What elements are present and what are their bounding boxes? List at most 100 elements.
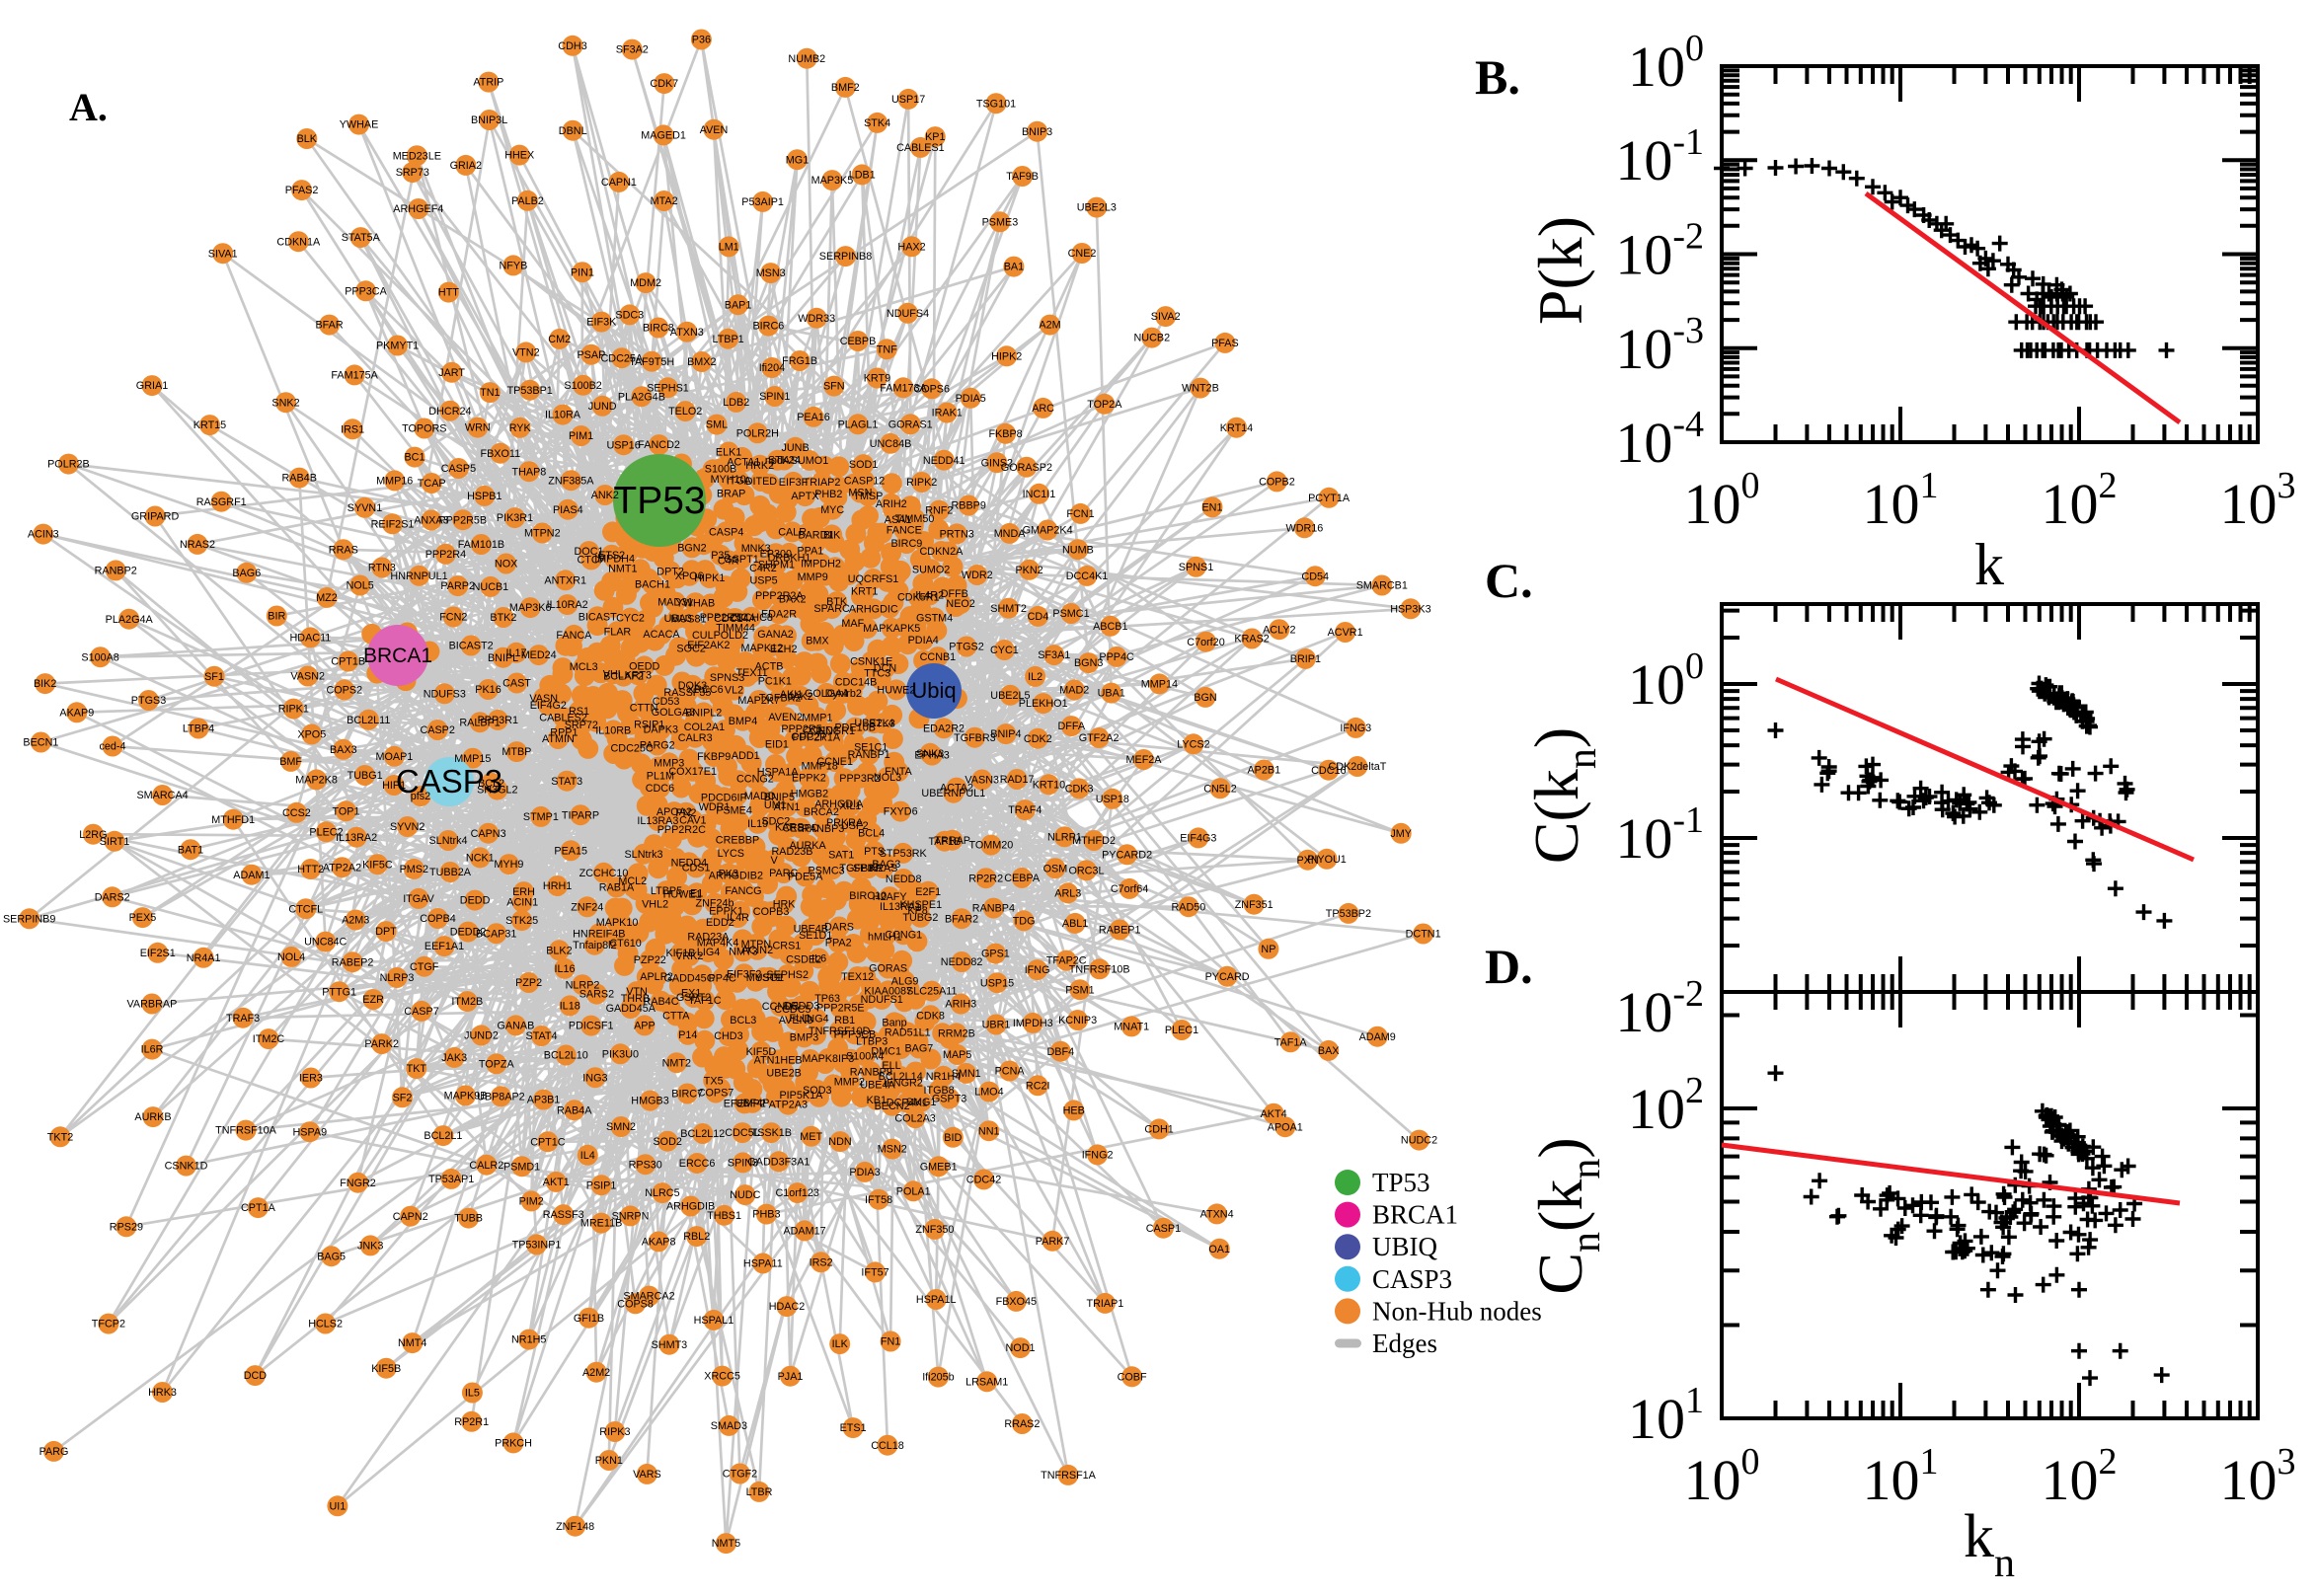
svg-text:WDR33: WDR33 [798, 313, 835, 325]
svg-text:JAK3: JAK3 [441, 1052, 467, 1064]
svg-text:XIL1: XIL1 [839, 800, 861, 812]
svg-text:ADD1: ADD1 [732, 750, 760, 762]
svg-text:SOD1: SOD1 [849, 459, 878, 471]
svg-text:LTBP5: LTBP5 [651, 885, 682, 897]
svg-text:NR1H4: NR1H4 [926, 1071, 961, 1083]
svg-text:BA1: BA1 [1004, 262, 1024, 273]
svg-text:BIRC9: BIRC9 [890, 538, 922, 550]
svg-text:MMP3: MMP3 [654, 758, 684, 770]
svg-text:BRIP1: BRIP1 [1290, 653, 1321, 665]
svg-text:SF2: SF2 [393, 1092, 413, 1103]
svg-text:THAP8: THAP8 [511, 466, 546, 478]
svg-text:PIM1: PIM1 [569, 430, 593, 442]
svg-text:CDC14A: CDC14A [714, 613, 756, 625]
svg-text:VL2: VL2 [725, 685, 743, 697]
svg-text:ALG9: ALG9 [891, 976, 919, 988]
svg-text:PTTG1: PTTG1 [322, 986, 356, 998]
svg-text:BNIP3: BNIP3 [1022, 126, 1052, 138]
svg-text:CT610: CT610 [609, 938, 641, 950]
svg-text:CM2: CM2 [548, 334, 571, 345]
svg-text:YWHAE: YWHAE [340, 119, 379, 131]
svg-text:IL19: IL19 [747, 818, 768, 830]
svg-text:STK3: STK3 [869, 718, 895, 729]
svg-text:PARG: PARG [39, 1446, 69, 1458]
svg-text:CEBPA: CEBPA [1004, 873, 1041, 884]
svg-text:TGFB3: TGFB3 [839, 863, 874, 874]
svg-text:TFAP2C: TFAP2C [1046, 955, 1087, 967]
svg-text:MAP2K8: MAP2K8 [295, 775, 338, 787]
svg-text:S100B2: S100B2 [564, 380, 601, 392]
svg-text:COL2A3: COL2A3 [894, 1112, 935, 1124]
svg-text:CD4: CD4 [1028, 611, 1049, 623]
svg-text:LTBP4: LTBP4 [183, 723, 214, 735]
svg-text:TIMM44: TIMM44 [716, 623, 755, 635]
svg-text:NUMB2: NUMB2 [788, 53, 825, 65]
svg-text:SIVA2: SIVA2 [1151, 311, 1181, 323]
svg-text:IL6R: IL6R [141, 1044, 164, 1056]
svg-text:BMF2: BMF2 [831, 82, 860, 94]
svg-text:PEA16: PEA16 [797, 412, 830, 423]
svg-text:IL4R: IL4R [727, 912, 749, 924]
svg-text:PIAS4: PIAS4 [553, 504, 583, 516]
svg-text:CAPN3: CAPN3 [471, 828, 506, 840]
svg-text:NN1: NN1 [978, 1125, 1000, 1137]
svg-text:CASP1: CASP1 [1146, 1223, 1181, 1235]
svg-text:CCND3: CCND3 [762, 1001, 799, 1013]
svg-text:RBL2: RBL2 [683, 1231, 710, 1243]
svg-text:COPS7: COPS7 [698, 1088, 734, 1100]
svg-text:FLI1: FLI1 [789, 1013, 811, 1025]
svg-text:EIF2S1: EIF2S1 [140, 948, 176, 959]
svg-text:HSPAL1: HSPAL1 [694, 1315, 734, 1327]
svg-text:BAX2: BAX2 [779, 594, 807, 606]
svg-text:PLA2G4B: PLA2G4B [618, 391, 665, 403]
svg-text:PIK3R1: PIK3R1 [497, 512, 533, 524]
svg-text:MTPN2: MTPN2 [524, 528, 561, 540]
svg-text:BMF: BMF [279, 756, 302, 768]
svg-text:BICAST: BICAST [579, 611, 617, 623]
svg-text:SMARCB1: SMARCB1 [1356, 580, 1408, 592]
svg-text:PPP2R5B: PPP2R5B [438, 514, 487, 526]
svg-text:CASP4: CASP4 [709, 526, 743, 538]
svg-text:BRCA1: BRCA1 [363, 645, 432, 667]
svg-text:KIAA0087: KIAA0087 [864, 985, 912, 997]
svg-text:CREBBP: CREBBP [716, 834, 759, 846]
svg-text:E1: E1 [690, 887, 703, 899]
svg-text:ATRIP: ATRIP [473, 77, 503, 89]
svg-text:DBF4: DBF4 [1046, 1046, 1074, 1058]
svg-text:MTA2: MTA2 [651, 195, 678, 207]
svg-text:ADAM17: ADAM17 [783, 1226, 825, 1238]
svg-text:PDE10B: PDE10B [834, 722, 875, 734]
svg-text:LTBP3: LTBP3 [856, 1035, 888, 1047]
svg-text:FXYD6: FXYD6 [884, 806, 918, 818]
svg-text:PCNA: PCNA [995, 1066, 1026, 1078]
svg-text:FRG1B: FRG1B [782, 355, 817, 367]
svg-text:UBIQ: UBIQ [1372, 1232, 1437, 1261]
svg-text:EIF3F2: EIF3F2 [727, 968, 761, 980]
svg-text:KB1: KB1 [867, 1095, 887, 1106]
svg-text:PSMC3: PSMC3 [808, 865, 844, 876]
svg-text:STK25: STK25 [505, 915, 538, 927]
svg-text:GOLGA4: GOLGA4 [805, 688, 848, 700]
svg-text:MG1: MG1 [786, 154, 809, 166]
svg-text:STAT4: STAT4 [526, 1030, 558, 1042]
svg-text:PPP3CB: PPP3CB [834, 1028, 877, 1040]
svg-text:MSN2: MSN2 [878, 1144, 907, 1156]
svg-text:ELK1: ELK1 [716, 447, 741, 459]
svg-text:SIVA1: SIVA1 [208, 248, 238, 260]
svg-text:ING4: ING4 [804, 1014, 828, 1026]
svg-text:PPP2R1A: PPP2R1A [792, 732, 840, 744]
svg-text:C4R: C4R [718, 555, 739, 567]
svg-text:ATP2A3: ATP2A3 [769, 1100, 808, 1111]
svg-text:PPP2R4: PPP2R4 [425, 549, 466, 561]
svg-text:HCLS2: HCLS2 [308, 1319, 343, 1330]
svg-text:TKT2: TKT2 [47, 1131, 73, 1143]
svg-text:VASN2: VASN2 [290, 671, 325, 683]
svg-text:TUBB: TUBB [454, 1213, 483, 1225]
svg-text:ZNF385A: ZNF385A [548, 475, 594, 487]
svg-text:UBP8AP2: UBP8AP2 [477, 1091, 525, 1102]
svg-text:STP53RK: STP53RK [880, 848, 928, 860]
svg-text:MUS81: MUS81 [670, 614, 706, 626]
svg-text:Ifi204: Ifi204 [759, 362, 785, 374]
svg-text:SMN1: SMN1 [952, 1068, 981, 1080]
svg-text:BRCA1: BRCA1 [1372, 1200, 1458, 1230]
